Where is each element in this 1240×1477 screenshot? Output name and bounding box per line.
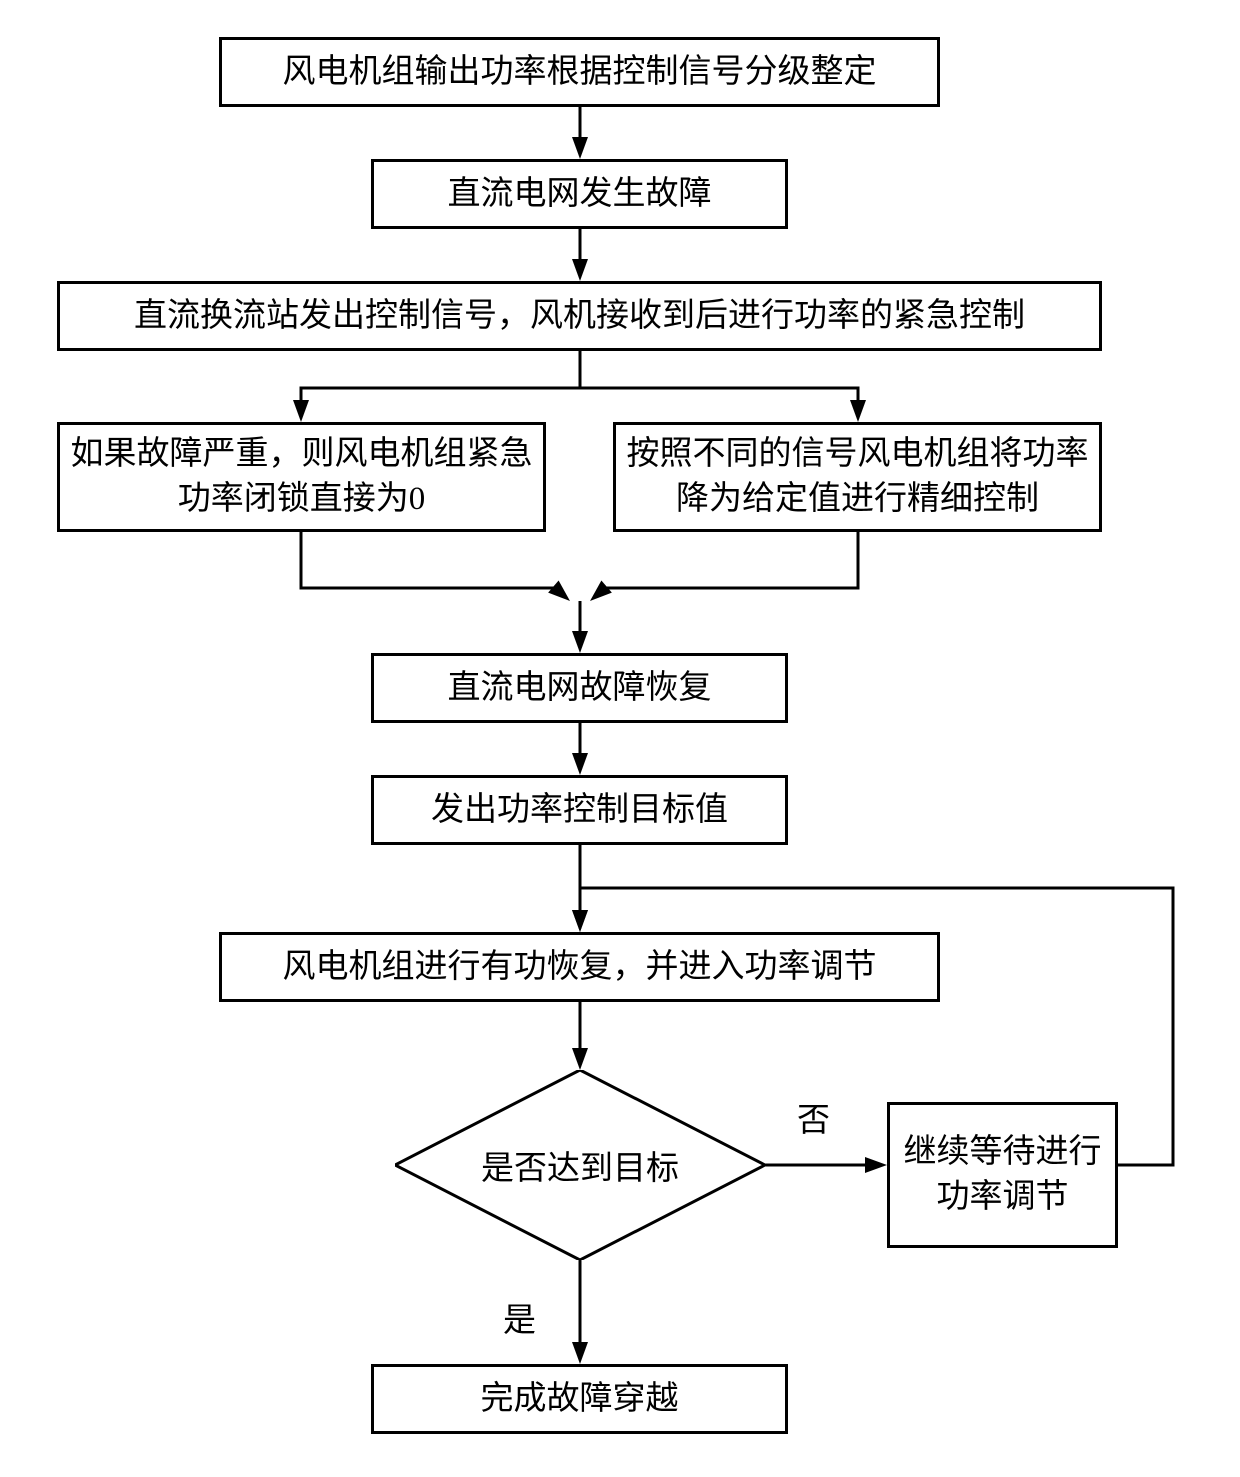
flow-node-n9: 完成故障穿越 [371,1364,788,1434]
flow-node-n7: 风电机组进行有功恢复，并进入功率调节 [219,932,940,1002]
flow-node-n8: 继续等待进行功率调节 [887,1102,1118,1248]
flow-decision-d1: 是否达到目标 [395,1070,765,1260]
flow-node-n6: 发出功率控制目标值 [371,775,788,845]
flow-node-text: 按照不同的信号风电机组将功率降为给定值进行精细控制 [626,432,1089,521]
flow-node-text: 直流电网发生故障 [448,172,712,217]
flow-node-n5: 直流电网故障恢复 [371,653,788,723]
flow-node-text: 发出功率控制目标值 [431,788,728,833]
flow-node-text: 如果故障严重，则风电机组紧急功率闭锁直接为0 [70,432,533,521]
flow-node-text: 风电机组进行有功恢复，并进入功率调节 [283,945,877,990]
flow-node-n1: 风电机组输出功率根据控制信号分级整定 [219,37,940,107]
flow-node-text: 直流电网故障恢复 [448,666,712,711]
flow-decision-text: 是否达到目标 [481,1141,679,1189]
flow-node-n2: 直流电网发生故障 [371,159,788,229]
flow-node-text: 直流换流站发出控制信号，风机接收到后进行功率的紧急控制 [134,294,1025,339]
edge-label-no: 否 [797,1093,830,1141]
flow-node-n4a: 如果故障严重，则风电机组紧急功率闭锁直接为0 [57,422,546,532]
flow-node-n4b: 按照不同的信号风电机组将功率降为给定值进行精细控制 [613,422,1102,532]
flow-node-text: 风电机组输出功率根据控制信号分级整定 [283,50,877,95]
flow-node-text: 完成故障穿越 [481,1377,679,1422]
edge-label-yes: 是 [503,1293,536,1341]
flow-node-text: 继续等待进行功率调节 [900,1130,1105,1219]
flow-node-n3: 直流换流站发出控制信号，风机接收到后进行功率的紧急控制 [57,281,1102,351]
